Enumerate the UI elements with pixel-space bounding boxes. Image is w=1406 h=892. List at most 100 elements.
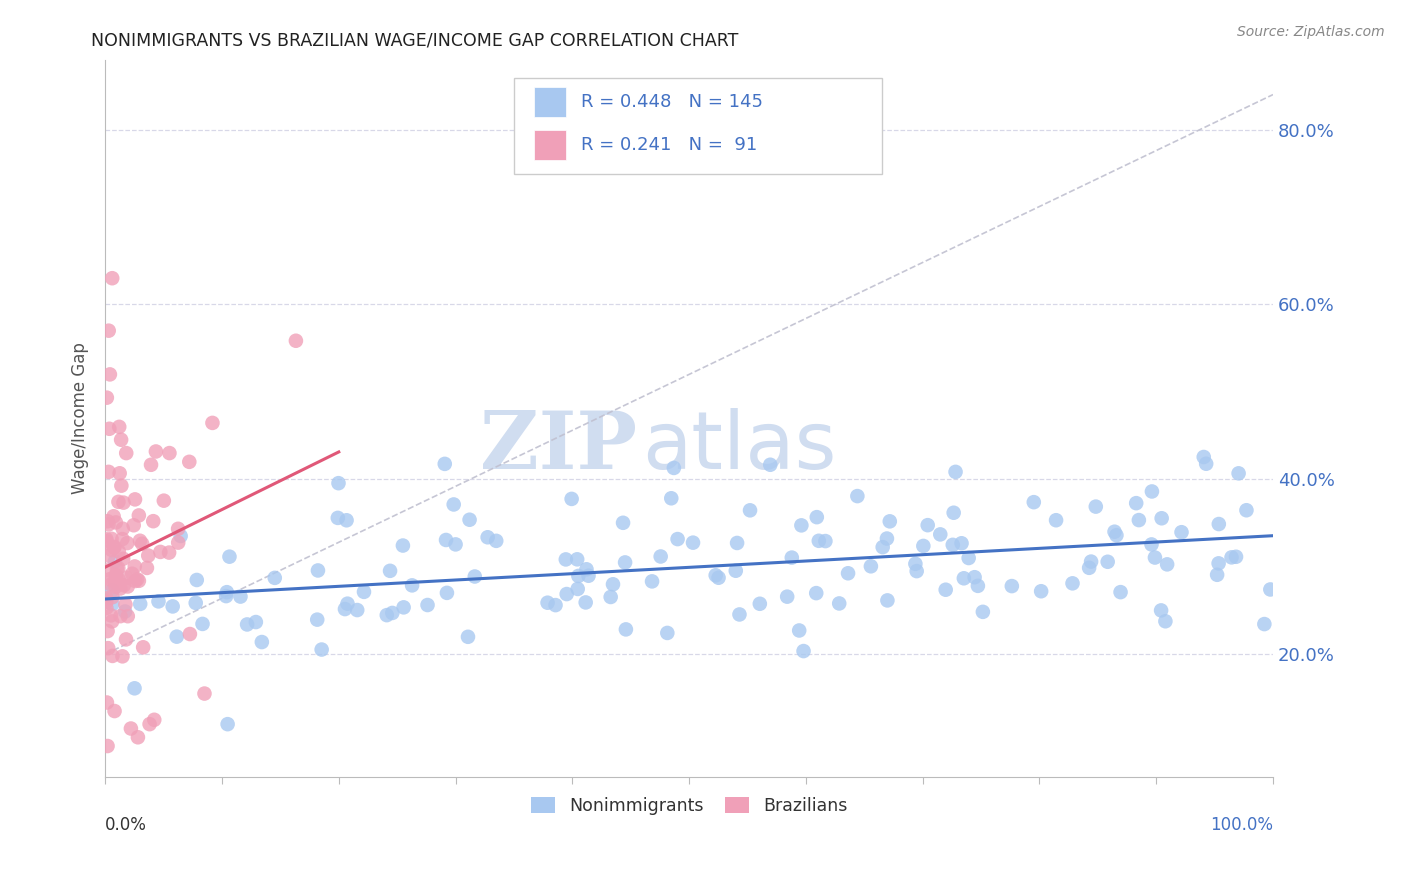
Point xyxy=(122,518,145,533)
Point xyxy=(104,554,127,568)
Point xyxy=(1001,579,1024,593)
Point xyxy=(97,641,120,656)
Point xyxy=(96,563,118,577)
Point xyxy=(929,527,952,541)
Point xyxy=(107,561,129,575)
Point xyxy=(1154,614,1177,628)
Point xyxy=(107,575,129,590)
Point xyxy=(136,549,159,563)
Point xyxy=(96,391,118,405)
Text: ZIP: ZIP xyxy=(479,408,637,486)
Point xyxy=(567,552,589,566)
Point xyxy=(101,583,124,598)
Point xyxy=(967,579,990,593)
Point xyxy=(905,564,928,578)
Point xyxy=(614,556,637,570)
Point xyxy=(912,539,935,553)
Point xyxy=(1227,467,1250,481)
Point xyxy=(112,578,135,592)
Point xyxy=(567,582,589,596)
Point xyxy=(328,476,350,491)
Point xyxy=(578,568,600,582)
Point xyxy=(263,571,285,585)
Point xyxy=(787,624,810,638)
Point xyxy=(112,551,135,566)
Point xyxy=(132,640,155,655)
Point xyxy=(612,516,634,530)
Point xyxy=(837,566,859,581)
Point xyxy=(112,495,135,509)
Point xyxy=(108,544,131,558)
Point xyxy=(96,533,118,547)
Point xyxy=(879,514,901,528)
Point xyxy=(307,613,329,627)
Point xyxy=(96,739,118,753)
Point xyxy=(201,416,224,430)
Point xyxy=(1080,555,1102,569)
Point xyxy=(945,465,967,479)
Point xyxy=(97,549,120,563)
Point xyxy=(602,577,624,591)
Point xyxy=(110,433,132,447)
Point xyxy=(436,586,458,600)
Point xyxy=(335,513,357,527)
Point xyxy=(1045,513,1067,527)
Point xyxy=(567,569,589,583)
Point xyxy=(97,514,120,528)
Point xyxy=(555,587,578,601)
Point xyxy=(107,495,129,509)
Point xyxy=(1156,558,1178,572)
Point xyxy=(111,522,134,536)
Point xyxy=(1062,576,1084,591)
Point xyxy=(217,717,239,731)
Point xyxy=(104,516,127,530)
Point xyxy=(143,713,166,727)
Point xyxy=(124,492,146,507)
Point xyxy=(149,545,172,559)
Point xyxy=(97,624,120,639)
Point xyxy=(458,513,481,527)
Point xyxy=(846,489,869,503)
FancyBboxPatch shape xyxy=(515,78,882,174)
Point xyxy=(876,593,898,607)
Point xyxy=(169,529,191,543)
Point xyxy=(1208,516,1230,531)
Point xyxy=(972,605,994,619)
Point xyxy=(942,538,965,552)
Point xyxy=(1105,528,1128,542)
Point xyxy=(215,589,238,603)
Y-axis label: Wage/Income Gap: Wage/Income Gap xyxy=(72,343,89,494)
Point xyxy=(167,535,190,549)
Point xyxy=(218,549,240,564)
Text: R = 0.448   N = 145: R = 0.448 N = 145 xyxy=(581,93,762,111)
Point xyxy=(215,585,238,599)
Point xyxy=(142,514,165,528)
Text: 0.0%: 0.0% xyxy=(105,816,148,834)
Point xyxy=(326,511,349,525)
Point xyxy=(333,602,356,616)
Point xyxy=(443,498,465,512)
Point xyxy=(828,597,851,611)
Legend: Nonimmigrants, Brazilians: Nonimmigrants, Brazilians xyxy=(524,789,853,822)
Point xyxy=(780,550,803,565)
Text: Source: ZipAtlas.com: Source: ZipAtlas.com xyxy=(1237,25,1385,39)
Point xyxy=(1195,457,1218,471)
Point xyxy=(807,533,830,548)
Point xyxy=(128,574,150,588)
Point xyxy=(950,536,973,550)
Point xyxy=(131,537,153,551)
Point xyxy=(657,626,679,640)
Point xyxy=(859,559,882,574)
Point xyxy=(1220,550,1243,565)
Point xyxy=(193,687,215,701)
Point xyxy=(416,598,439,612)
Point xyxy=(96,534,118,549)
Point xyxy=(1236,503,1258,517)
Point xyxy=(682,535,704,549)
Point xyxy=(97,517,120,532)
Point xyxy=(159,446,181,460)
Point xyxy=(375,608,398,623)
Point xyxy=(953,571,976,585)
Point xyxy=(1208,557,1230,571)
Point xyxy=(544,598,567,612)
